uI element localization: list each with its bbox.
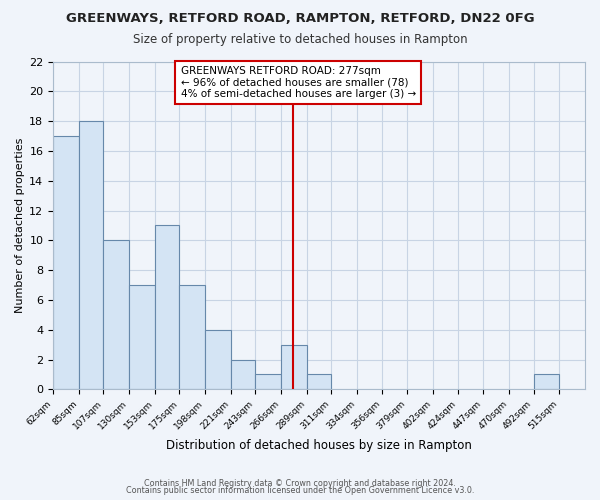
Bar — [231, 360, 256, 390]
Text: Size of property relative to detached houses in Rampton: Size of property relative to detached ho… — [133, 32, 467, 46]
Bar — [281, 344, 307, 390]
Bar — [256, 374, 281, 390]
Bar — [79, 121, 103, 390]
Bar — [179, 285, 205, 390]
Text: GREENWAYS, RETFORD ROAD, RAMPTON, RETFORD, DN22 0FG: GREENWAYS, RETFORD ROAD, RAMPTON, RETFOR… — [65, 12, 535, 26]
Text: GREENWAYS RETFORD ROAD: 277sqm
← 96% of detached houses are smaller (78)
4% of s: GREENWAYS RETFORD ROAD: 277sqm ← 96% of … — [181, 66, 416, 99]
Bar — [307, 374, 331, 390]
Text: Contains public sector information licensed under the Open Government Licence v3: Contains public sector information licen… — [126, 486, 474, 495]
Bar — [129, 285, 155, 390]
Bar — [103, 240, 129, 390]
Text: Contains HM Land Registry data © Crown copyright and database right 2024.: Contains HM Land Registry data © Crown c… — [144, 478, 456, 488]
Bar — [205, 330, 231, 390]
Bar — [533, 374, 559, 390]
Y-axis label: Number of detached properties: Number of detached properties — [15, 138, 25, 313]
Bar — [53, 136, 79, 390]
Bar — [155, 226, 179, 390]
X-axis label: Distribution of detached houses by size in Rampton: Distribution of detached houses by size … — [166, 440, 472, 452]
